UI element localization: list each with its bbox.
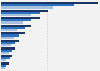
Bar (1, 62, 8, 65)
Bar (1, 67, 5, 69)
Bar (1, 59, 6, 61)
Bar (1, 42, 15, 44)
Bar (1, 22, 23, 24)
Bar (1, 49, 12, 52)
Bar (1, 4, 74, 6)
Bar (1, 6, 53, 9)
Bar (1, 2, 98, 4)
Bar (1, 29, 17, 31)
Bar (1, 10, 48, 12)
Bar (1, 34, 19, 37)
Bar (1, 52, 8, 54)
Bar (1, 32, 25, 34)
Bar (1, 47, 15, 49)
Bar (1, 19, 31, 22)
Bar (1, 55, 12, 57)
Bar (1, 40, 19, 42)
Bar (1, 27, 25, 29)
Bar (1, 44, 11, 46)
Bar (1, 14, 31, 16)
Bar (1, 37, 14, 39)
Bar (1, 65, 6, 67)
Bar (1, 17, 40, 19)
Bar (1, 25, 31, 27)
Bar (1, 12, 40, 14)
Bar (1, 57, 10, 59)
